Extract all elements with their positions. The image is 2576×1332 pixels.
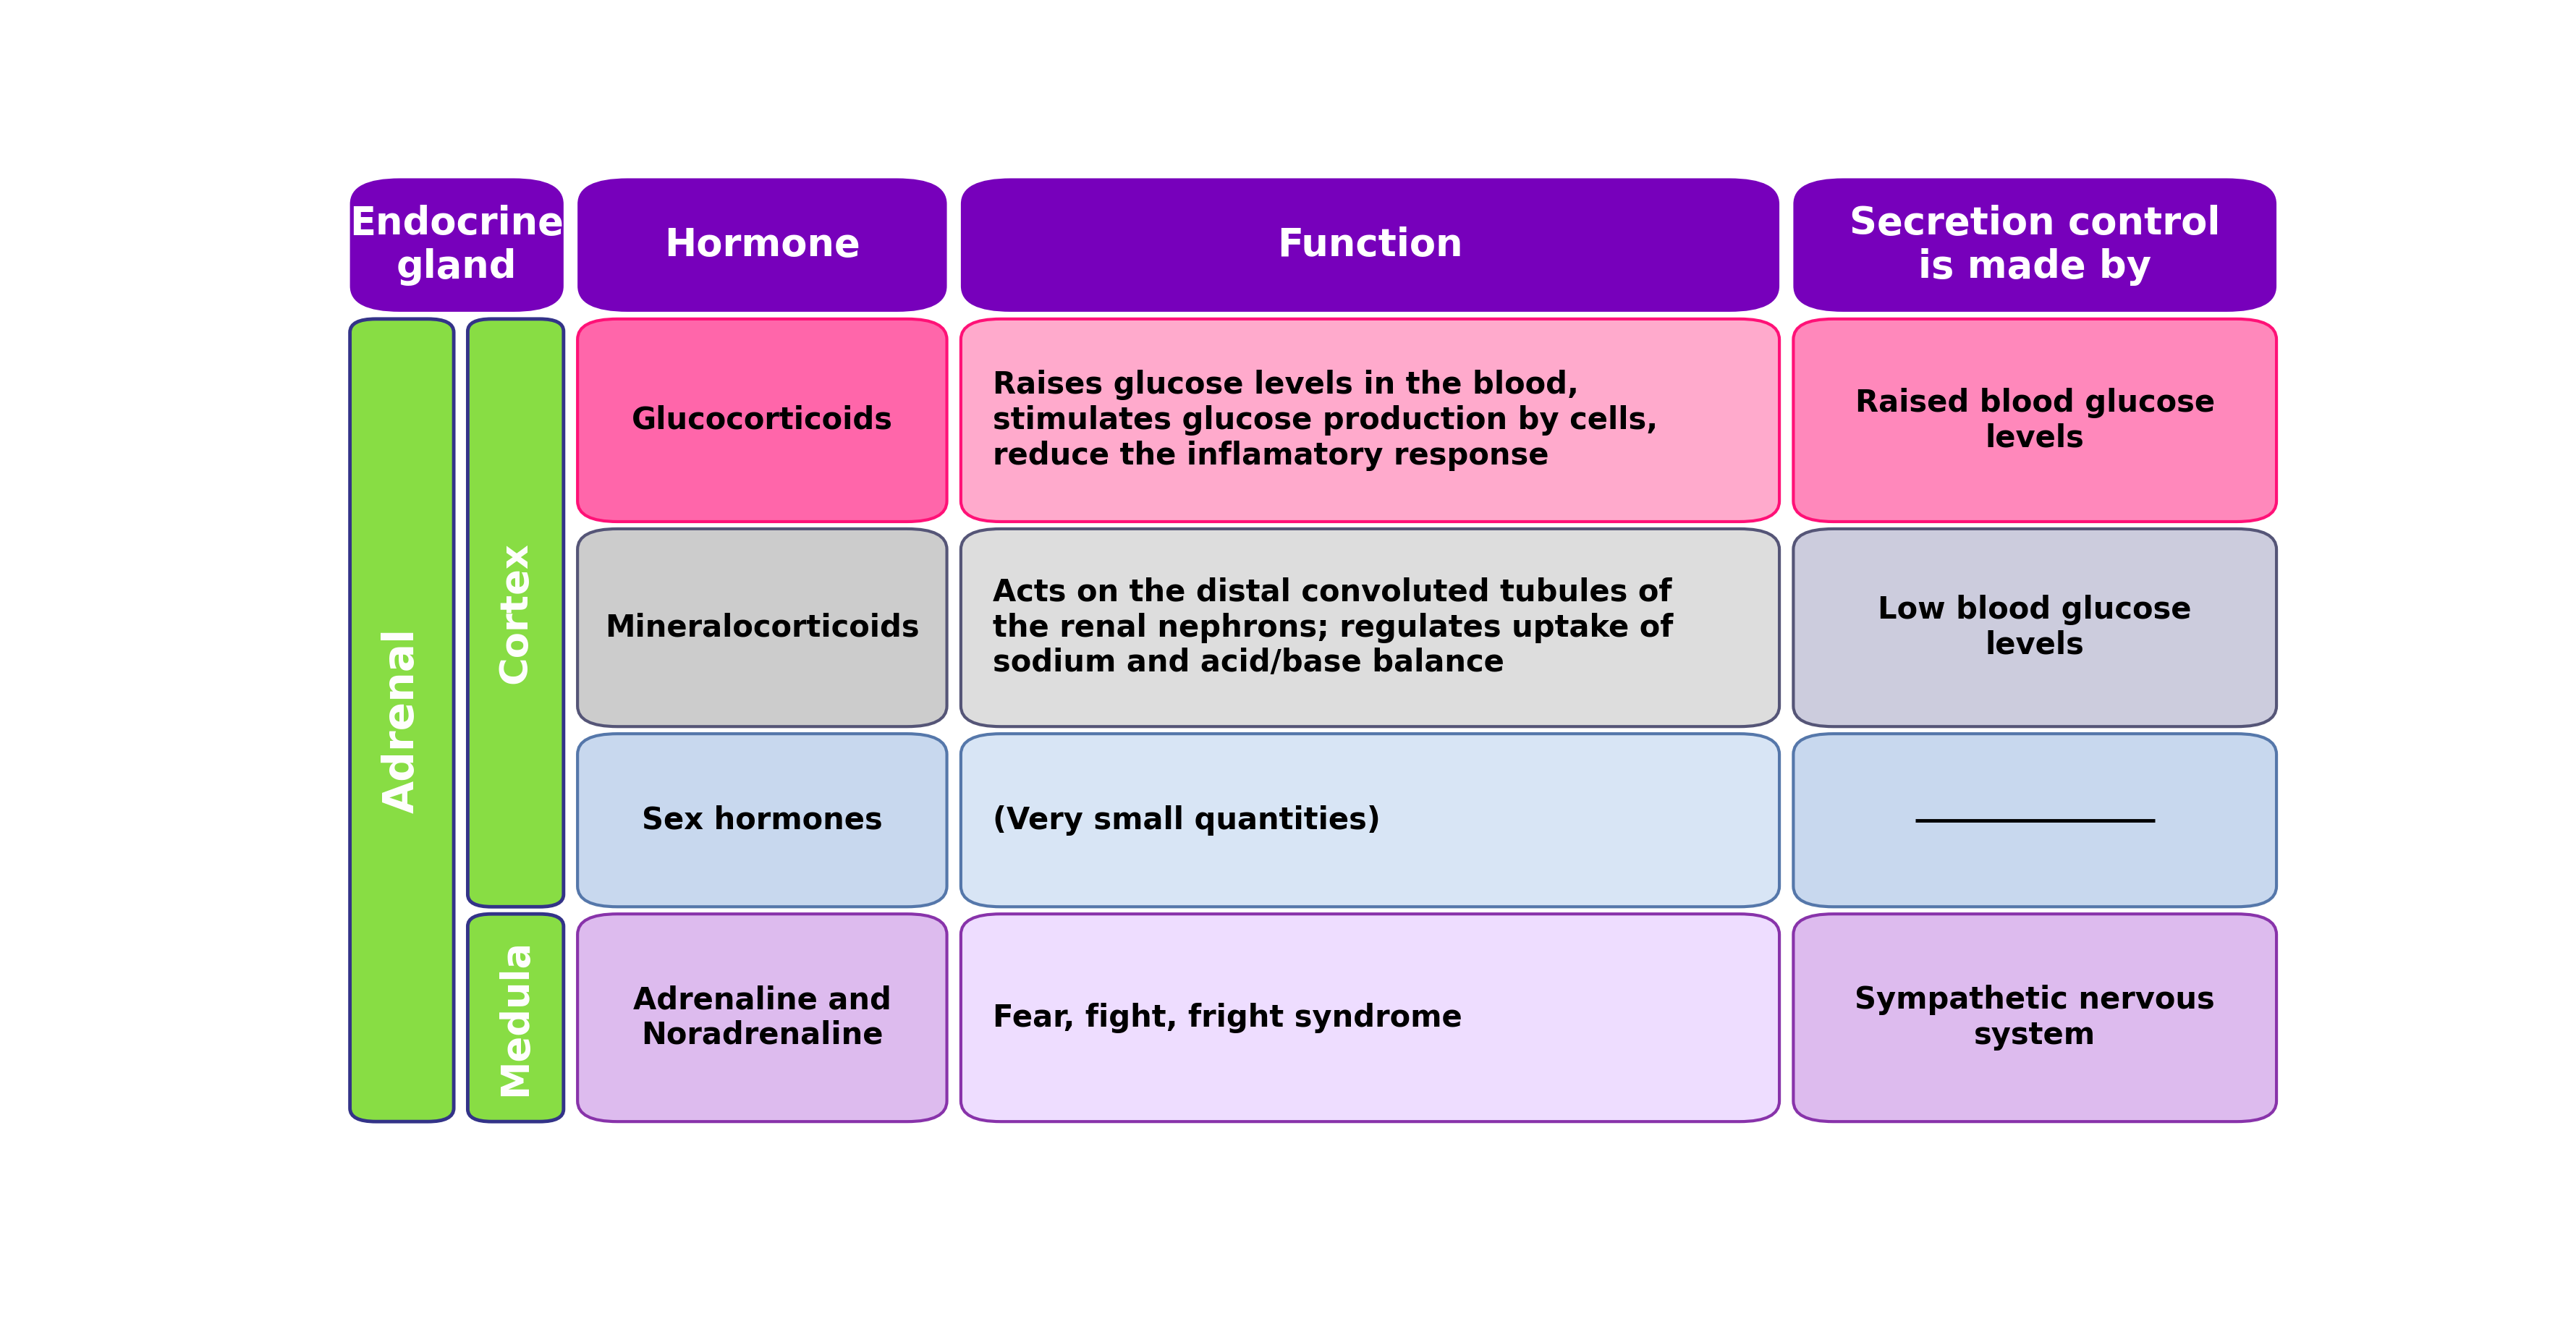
FancyBboxPatch shape [961,318,1780,522]
Text: Medula: Medula [497,939,533,1096]
FancyBboxPatch shape [961,178,1780,312]
Text: Acts on the distal convoluted tubules of
the renal nephrons; regulates uptake of: Acts on the distal convoluted tubules of… [992,577,1674,678]
Text: Low blood glucose
levels: Low blood glucose levels [1878,595,2192,661]
Text: Raised blood glucose
levels: Raised blood glucose levels [1855,388,2215,453]
FancyBboxPatch shape [577,178,948,312]
FancyBboxPatch shape [961,914,1780,1122]
FancyBboxPatch shape [469,914,564,1122]
FancyBboxPatch shape [577,734,948,907]
Text: Adrenal: Adrenal [381,627,422,813]
Text: Sex hormones: Sex hormones [641,805,884,835]
FancyBboxPatch shape [961,734,1780,907]
FancyBboxPatch shape [1793,318,2277,522]
Text: Glucocorticoids: Glucocorticoids [631,405,894,436]
FancyBboxPatch shape [577,318,948,522]
FancyBboxPatch shape [961,529,1780,726]
Text: Secretion control
is made by: Secretion control is made by [1850,204,2221,285]
FancyBboxPatch shape [577,914,948,1122]
Text: Raises glucose levels in the blood,
stimulates glucose production by cells,
redu: Raises glucose levels in the blood, stim… [992,370,1659,470]
FancyBboxPatch shape [1793,529,2277,726]
Text: Mineralocorticoids: Mineralocorticoids [605,613,920,643]
Text: Adrenaline and
Noradrenaline: Adrenaline and Noradrenaline [634,984,891,1051]
FancyBboxPatch shape [1793,178,2277,312]
FancyBboxPatch shape [350,178,564,312]
Text: Fear, fight, fright syndrome: Fear, fight, fright syndrome [992,1003,1463,1032]
Text: Hormone: Hormone [665,226,860,264]
FancyBboxPatch shape [577,529,948,726]
Text: (Very small quantities): (Very small quantities) [992,805,1381,835]
FancyBboxPatch shape [469,318,564,907]
FancyBboxPatch shape [1793,914,2277,1122]
FancyBboxPatch shape [1793,734,2277,907]
Text: Sympathetic nervous
system: Sympathetic nervous system [1855,984,2215,1051]
FancyBboxPatch shape [350,318,453,1122]
Text: Function: Function [1278,226,1463,264]
Text: Endocrine
gland: Endocrine gland [350,204,564,285]
Text: Cortex: Cortex [497,542,533,683]
